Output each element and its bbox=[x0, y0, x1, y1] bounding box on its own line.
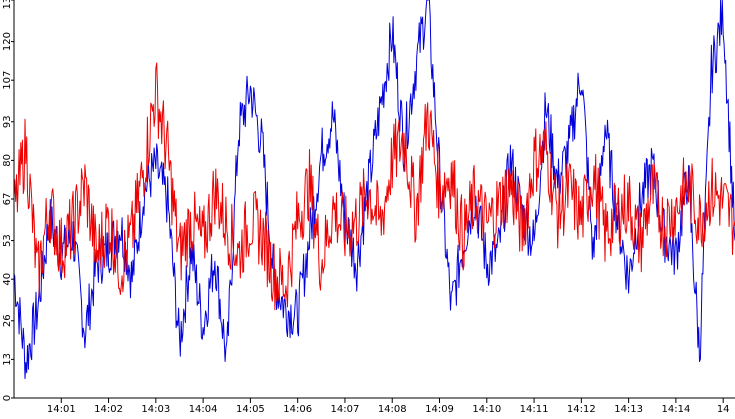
y-tick-label: 80 bbox=[2, 154, 13, 167]
x-tick-label: 14:02 bbox=[94, 404, 123, 415]
x-tick-label: 14:09 bbox=[425, 404, 454, 415]
x-tick-label: 14:03 bbox=[141, 404, 170, 415]
y-ticks: 0 13 26 40 53 67 80 93 107 120 134 bbox=[2, 0, 14, 401]
y-tick-label: 67 bbox=[2, 193, 13, 206]
x-tick-label: 14:10 bbox=[472, 404, 501, 415]
x-tick-label: 14:13 bbox=[614, 404, 643, 415]
y-tick-label: 120 bbox=[2, 32, 13, 51]
y-tick-label: 134 bbox=[2, 0, 13, 10]
y-tick-label: 107 bbox=[2, 71, 13, 90]
x-tick-label: 14:05 bbox=[236, 404, 265, 415]
y-tick-label: 0 bbox=[2, 395, 13, 401]
series-line-1 bbox=[13, 0, 735, 380]
x-tick-label: 14:04 bbox=[189, 404, 218, 415]
axes bbox=[13, 0, 735, 399]
y-tick-label: 93 bbox=[2, 115, 13, 128]
y-tick-label: 53 bbox=[2, 234, 13, 247]
x-tick-label: 14 bbox=[717, 404, 730, 415]
y-tick-label: 13 bbox=[2, 353, 13, 366]
y-tick-label: 40 bbox=[2, 273, 13, 286]
x-tick-label: 14:14 bbox=[661, 404, 690, 415]
y-tick-label: 26 bbox=[2, 314, 13, 327]
x-ticks: 14:01 14:02 14:03 14:04 14:05 14:06 14:07 14:08… bbox=[47, 398, 730, 415]
x-tick-label: 14:07 bbox=[331, 404, 360, 415]
x-tick-label: 14:06 bbox=[283, 404, 312, 415]
x-tick-label: 14:01 bbox=[47, 404, 76, 415]
x-tick-label: 14:08 bbox=[378, 404, 407, 415]
x-tick-label: 14:12 bbox=[567, 404, 596, 415]
x-tick-label: 14:11 bbox=[520, 404, 549, 415]
series-layer bbox=[13, 0, 735, 380]
series-line-2 bbox=[13, 62, 735, 311]
